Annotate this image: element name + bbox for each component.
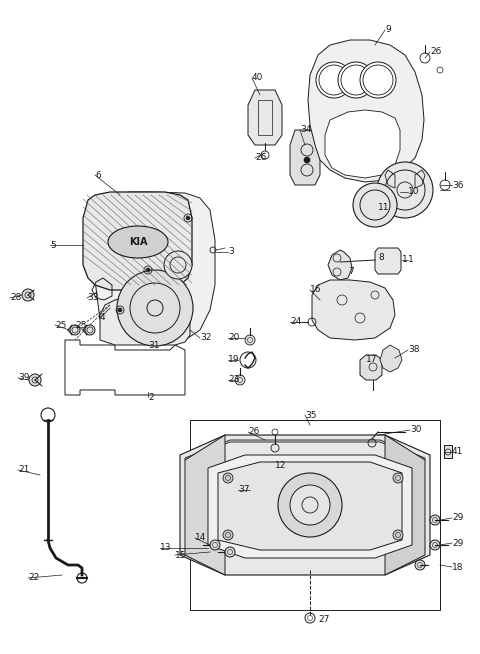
Circle shape	[22, 289, 34, 301]
Text: 18: 18	[452, 562, 464, 572]
Circle shape	[430, 540, 440, 550]
Text: 15: 15	[175, 551, 187, 560]
Polygon shape	[385, 435, 425, 575]
Polygon shape	[83, 192, 192, 290]
Text: 25: 25	[55, 320, 66, 330]
Polygon shape	[100, 297, 190, 345]
Polygon shape	[325, 110, 400, 178]
Circle shape	[29, 374, 41, 386]
Text: 26: 26	[255, 154, 266, 162]
Circle shape	[118, 308, 122, 312]
Text: 39: 39	[18, 373, 29, 383]
Polygon shape	[185, 435, 225, 575]
Text: 26: 26	[430, 48, 442, 56]
Circle shape	[225, 547, 235, 557]
Text: 10: 10	[408, 188, 420, 196]
Text: 25: 25	[75, 320, 86, 330]
Circle shape	[146, 268, 150, 272]
Text: 22: 22	[28, 574, 39, 583]
Text: 7: 7	[348, 267, 354, 277]
Text: 6: 6	[95, 171, 101, 179]
Text: 20: 20	[228, 334, 240, 343]
Polygon shape	[180, 435, 430, 575]
Circle shape	[223, 473, 233, 483]
Text: 33: 33	[87, 294, 98, 303]
Text: KIA: KIA	[129, 237, 147, 247]
Text: 29: 29	[452, 538, 463, 547]
Circle shape	[415, 560, 425, 570]
Polygon shape	[218, 462, 402, 550]
Circle shape	[430, 515, 440, 525]
Text: 1: 1	[408, 256, 414, 264]
Circle shape	[393, 473, 403, 483]
Circle shape	[210, 540, 220, 550]
Text: 5: 5	[50, 241, 56, 249]
Polygon shape	[248, 90, 282, 145]
Text: 26: 26	[248, 428, 259, 436]
Circle shape	[360, 62, 396, 98]
Text: 8: 8	[378, 254, 384, 262]
Circle shape	[316, 62, 352, 98]
Circle shape	[117, 270, 193, 346]
Text: 32: 32	[200, 334, 211, 343]
Text: 37: 37	[238, 485, 250, 494]
Text: 29: 29	[452, 513, 463, 523]
Text: 23: 23	[228, 375, 240, 385]
Text: 30: 30	[410, 426, 421, 434]
Text: 1: 1	[402, 256, 408, 264]
Circle shape	[278, 473, 342, 537]
Text: 31: 31	[148, 341, 159, 349]
Text: 13: 13	[160, 543, 171, 553]
Text: 28: 28	[10, 294, 22, 303]
Text: 16: 16	[310, 286, 322, 294]
Polygon shape	[185, 440, 425, 460]
Circle shape	[393, 530, 403, 540]
Text: 24: 24	[290, 317, 301, 326]
Circle shape	[186, 216, 190, 220]
Polygon shape	[375, 248, 401, 274]
Text: 34: 34	[300, 126, 312, 135]
Circle shape	[70, 325, 80, 335]
Text: 12: 12	[275, 460, 287, 470]
Circle shape	[377, 162, 433, 218]
Circle shape	[353, 183, 397, 227]
Text: 11: 11	[378, 203, 389, 213]
Text: 9: 9	[385, 26, 391, 35]
Text: 36: 36	[452, 181, 464, 190]
Text: 40: 40	[252, 73, 264, 82]
Text: 14: 14	[195, 534, 206, 543]
Circle shape	[85, 325, 95, 335]
Circle shape	[164, 251, 192, 279]
Polygon shape	[290, 130, 320, 185]
Polygon shape	[312, 280, 395, 340]
Circle shape	[290, 485, 330, 525]
Text: 27: 27	[318, 615, 329, 625]
Polygon shape	[95, 192, 215, 340]
Polygon shape	[360, 355, 382, 380]
Text: 3: 3	[228, 247, 234, 256]
Circle shape	[245, 335, 255, 345]
Text: 2: 2	[148, 392, 154, 402]
Circle shape	[338, 62, 374, 98]
Text: 19: 19	[228, 356, 240, 364]
Ellipse shape	[108, 226, 168, 258]
Circle shape	[223, 530, 233, 540]
Text: 21: 21	[18, 466, 29, 475]
Text: 4: 4	[100, 313, 106, 322]
Text: 17: 17	[366, 356, 377, 364]
Circle shape	[304, 157, 310, 163]
Polygon shape	[308, 40, 424, 182]
Polygon shape	[208, 455, 412, 558]
Circle shape	[235, 375, 245, 385]
Text: 41: 41	[452, 447, 463, 456]
Polygon shape	[444, 445, 452, 458]
Polygon shape	[380, 345, 402, 372]
Text: 35: 35	[305, 411, 316, 419]
Polygon shape	[328, 250, 352, 280]
Text: 38: 38	[408, 345, 420, 354]
